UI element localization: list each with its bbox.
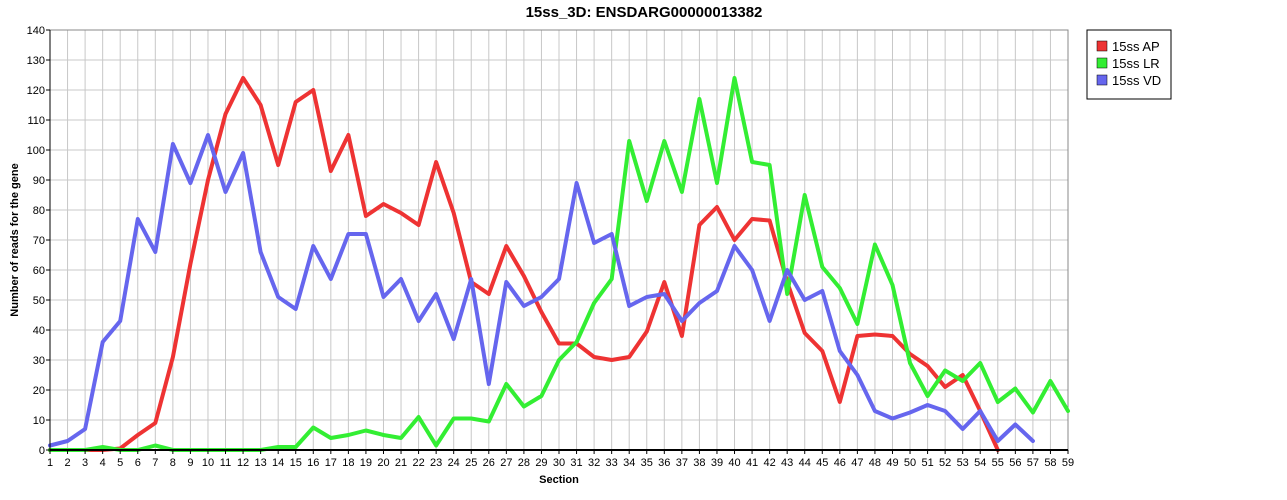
- x-tick-label: 28: [518, 457, 530, 469]
- x-tick-label: 38: [693, 457, 705, 469]
- x-tick-label: 53: [957, 457, 969, 469]
- legend-label: 15ss LR: [1112, 56, 1160, 71]
- x-tick-label: 6: [135, 457, 141, 469]
- y-tick-label: 110: [27, 115, 45, 127]
- y-tick-label: 30: [33, 355, 45, 367]
- x-tick-label: 23: [430, 457, 442, 469]
- x-tick-label: 11: [220, 457, 231, 469]
- y-tick-label: 40: [33, 325, 45, 337]
- x-tick-label: 41: [746, 457, 758, 469]
- x-tick-label: 14: [272, 457, 284, 469]
- x-tick-label: 50: [904, 457, 916, 469]
- x-tick-label: 13: [254, 457, 266, 469]
- x-tick-label: 54: [974, 457, 986, 469]
- x-tick-label: 42: [763, 457, 775, 469]
- series-line-15ss-ap: [48, 76, 1000, 452]
- x-tick-label: 59: [1062, 457, 1074, 469]
- x-tick-label: 31: [570, 457, 582, 469]
- y-tick-label: 70: [33, 235, 45, 247]
- y-tick-label: 50: [33, 295, 45, 307]
- x-tick-label: 19: [360, 457, 372, 469]
- x-tick-label: 9: [187, 457, 193, 469]
- y-axis-ticks: 0 10 20 30 40 50 60 70 80 90 100 110 120 130 140: [27, 25, 50, 457]
- x-tick-label: 16: [307, 457, 319, 469]
- x-tick-label: 43: [781, 457, 793, 469]
- x-tick-label: 30: [553, 457, 565, 469]
- y-tick-label: 60: [33, 265, 45, 277]
- x-axis-label: Section: [539, 474, 579, 486]
- x-tick-label: 56: [1009, 457, 1021, 469]
- x-tick-label: 15: [290, 457, 302, 469]
- x-tick-label: 4: [100, 457, 106, 469]
- x-tick-label: 12: [237, 457, 249, 469]
- x-tick-label: 51: [921, 457, 933, 469]
- x-tick-label: 26: [483, 457, 495, 469]
- x-tick-label: 37: [676, 457, 688, 469]
- x-tick-label: 44: [799, 457, 811, 469]
- x-tick-label: 46: [834, 457, 846, 469]
- legend-swatch: [1096, 40, 1108, 52]
- x-tick-label: 32: [588, 457, 600, 469]
- x-tick-label: 29: [535, 457, 547, 469]
- y-tick-label: 80: [33, 205, 45, 217]
- y-tick-label: 0: [39, 445, 45, 457]
- y-tick-label: 10: [33, 415, 45, 427]
- legend-label: 15ss VD: [1112, 73, 1161, 88]
- x-tick-label: 21: [395, 457, 407, 469]
- series-line-15ss-vd: [48, 133, 1035, 448]
- x-tick-label: 24: [448, 457, 460, 469]
- legend-swatch: [1096, 57, 1108, 69]
- y-tick-label: 120: [27, 85, 45, 97]
- x-tick-label: 57: [1027, 457, 1039, 469]
- y-tick-label: 100: [27, 145, 45, 157]
- x-tick-label: 55: [992, 457, 1004, 469]
- x-tick-label: 58: [1044, 457, 1056, 469]
- x-tick-label: 18: [342, 457, 354, 469]
- x-tick-label: 5: [117, 457, 123, 469]
- x-tick-label: 17: [325, 457, 337, 469]
- y-tick-label: 130: [27, 55, 45, 67]
- x-tick-label: 48: [869, 457, 881, 469]
- x-tick-label: 34: [623, 457, 635, 469]
- x-tick-label: 35: [641, 457, 653, 469]
- grid-lines: [49, 29, 1069, 451]
- legend: 15ss AP 15ss LR 15ss VD: [1086, 29, 1172, 100]
- x-tick-label: 20: [377, 457, 389, 469]
- y-tick-label: 90: [33, 175, 45, 187]
- chart-title: 15ss_3D: ENSDARG00000013382: [526, 4, 763, 21]
- x-tick-label: 22: [412, 457, 424, 469]
- x-tick-label: 2: [64, 457, 70, 469]
- x-tick-label: 52: [939, 457, 951, 469]
- y-axis-label: Number of reads for the gene: [9, 163, 21, 316]
- legend-swatch: [1096, 74, 1108, 86]
- x-tick-label: 39: [711, 457, 723, 469]
- x-tick-label: 1: [47, 457, 53, 469]
- x-tick-label: 8: [170, 457, 176, 469]
- x-tick-label: 7: [152, 457, 158, 469]
- x-tick-label: 10: [202, 457, 214, 469]
- x-tick-label: 36: [658, 457, 670, 469]
- x-tick-label: 47: [851, 457, 863, 469]
- x-tick-label: 27: [500, 457, 512, 469]
- x-tick-label: 49: [886, 457, 898, 469]
- x-tick-label: 25: [465, 457, 477, 469]
- x-tick-label: 33: [606, 457, 618, 469]
- y-tick-label: 140: [27, 25, 45, 37]
- x-tick-label: 40: [728, 457, 740, 469]
- legend-label: 15ss AP: [1112, 39, 1160, 54]
- x-tick-label: 45: [816, 457, 828, 469]
- y-tick-label: 20: [33, 385, 45, 397]
- x-axis-ticks: 1 2 3 4 5 6 7 8 9 10 11 12 13 14 15 16 17 18 19 20 21 22 23 24 2…: [47, 450, 1074, 469]
- x-tick-label: 3: [82, 457, 88, 469]
